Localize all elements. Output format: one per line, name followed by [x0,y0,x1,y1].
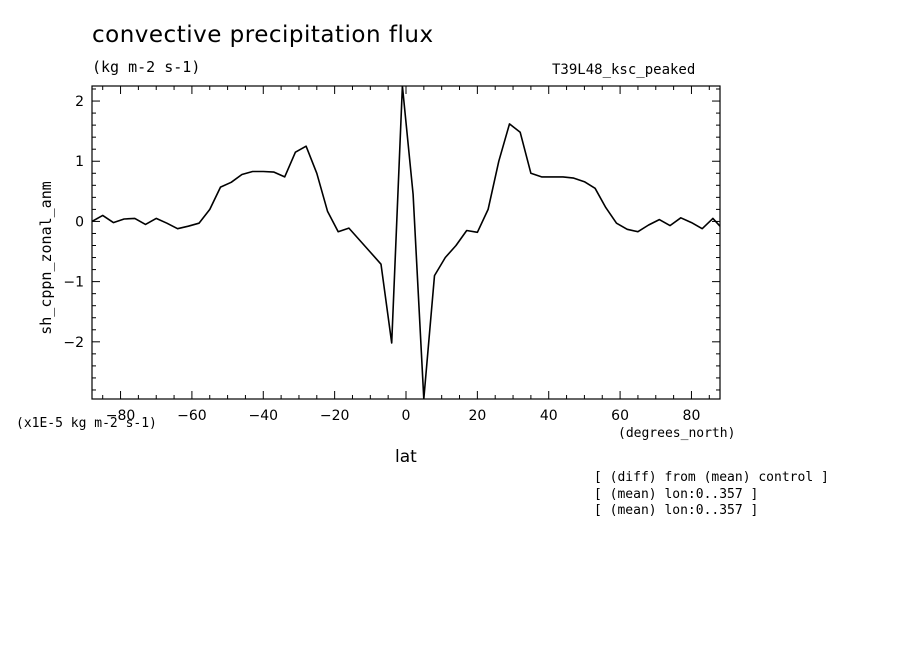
y-tick-label: 1 [75,154,84,170]
x-axis-label: lat [395,447,417,467]
x-axis-units: (degrees_north) [618,426,736,441]
x-tick-label: 60 [611,408,629,424]
x-tick-label: −60 [177,408,207,424]
x-tick-label: 40 [540,408,558,424]
note-line-3: [ (mean) lon:0..357 ] [594,503,759,518]
y-tick-label: −2 [63,335,84,351]
x-tick-label: −40 [248,408,278,424]
x-tick-label: −80 [106,408,136,424]
chart-title: convective precipitation flux [92,22,434,48]
y-axis-units: (x1E-5 kg m-2 s-1) [16,416,157,431]
y-tick-label: 2 [75,94,84,110]
run-label: T39L48_ksc_peaked [552,62,696,78]
x-tick-label: 80 [683,408,701,424]
series-line [92,86,720,399]
x-tick-label: −20 [320,408,350,424]
y-tick-label: −1 [63,275,84,291]
x-tick-label: 0 [402,408,411,424]
y-tick-label: 0 [75,214,84,230]
x-tick-label: 20 [468,408,486,424]
note-line-2: [ (mean) lon:0..357 ] [594,487,759,502]
plot-frame [91,85,721,400]
chart-subtitle: (kg m-2 s-1) [92,58,201,76]
note-line-1: [ (diff) from (mean) control ] [594,470,829,485]
